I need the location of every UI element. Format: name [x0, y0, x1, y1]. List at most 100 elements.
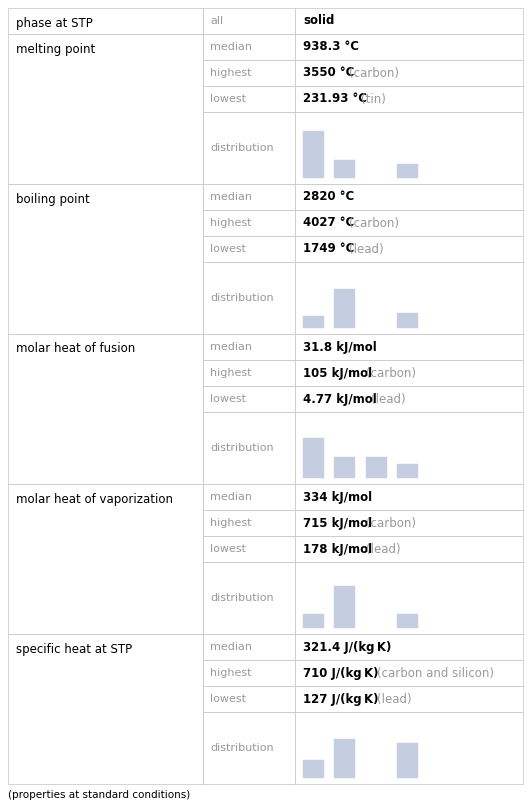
Text: highest: highest [210, 368, 252, 378]
Bar [295, 634, 523, 660]
Bar [295, 712, 523, 784]
Bar [295, 184, 523, 210]
Bar [295, 386, 523, 412]
Text: (lead): (lead) [366, 542, 400, 555]
Bar [203, 86, 295, 112]
Text: distribution: distribution [210, 443, 273, 453]
Bar [397, 464, 418, 479]
Bar [295, 412, 523, 484]
Bar [295, 34, 523, 60]
Text: highest: highest [210, 518, 252, 528]
Bar [397, 743, 418, 778]
Bar [335, 289, 355, 328]
Text: highest: highest [210, 218, 252, 228]
Bar [295, 236, 523, 262]
Bar [335, 457, 355, 479]
Bar [8, 8, 203, 34]
Bar [397, 164, 418, 178]
Text: (properties at standard conditions): (properties at standard conditions) [8, 790, 190, 800]
Bar [295, 562, 523, 634]
Text: (carbon): (carbon) [349, 216, 399, 229]
Text: 710 J/(kg K): 710 J/(kg K) [303, 667, 379, 679]
Text: lowest: lowest [210, 544, 246, 554]
Bar [335, 161, 355, 178]
Text: median: median [210, 642, 252, 652]
Text: solid: solid [303, 15, 335, 27]
Bar [8, 34, 203, 184]
Text: 2820 °C: 2820 °C [303, 190, 354, 203]
Bar [8, 334, 203, 484]
Text: median: median [210, 342, 252, 352]
Bar [295, 660, 523, 686]
Text: 231.93 °C: 231.93 °C [303, 93, 367, 106]
Bar [295, 86, 523, 112]
Text: boiling point: boiling point [16, 193, 90, 206]
Bar [203, 484, 295, 510]
Text: median: median [210, 192, 252, 202]
Bar [203, 536, 295, 562]
Bar [203, 262, 295, 334]
Text: (carbon and silicon): (carbon and silicon) [377, 667, 494, 679]
Bar [203, 334, 295, 360]
Bar [366, 457, 387, 479]
Text: lowest: lowest [210, 394, 246, 404]
Text: 31.8 kJ/mol: 31.8 kJ/mol [303, 341, 377, 353]
Bar [203, 634, 295, 660]
Text: molar heat of vaporization: molar heat of vaporization [16, 492, 173, 505]
Text: lowest: lowest [210, 244, 246, 254]
Text: lowest: lowest [210, 694, 246, 704]
Text: (lead): (lead) [377, 692, 412, 705]
Bar [397, 312, 418, 328]
Text: 321.4 J/(kg K): 321.4 J/(kg K) [303, 641, 391, 654]
Text: 938.3 °C: 938.3 °C [303, 40, 359, 53]
Bar [203, 562, 295, 634]
Text: 3550 °C: 3550 °C [303, 66, 354, 80]
Text: distribution: distribution [210, 743, 273, 753]
Bar [335, 586, 355, 628]
Bar [303, 438, 324, 479]
Bar [397, 614, 418, 628]
Bar [203, 236, 295, 262]
Bar [203, 60, 295, 86]
Text: 4.77 kJ/mol: 4.77 kJ/mol [303, 392, 377, 405]
Text: melting point: melting point [16, 43, 95, 56]
Bar [295, 536, 523, 562]
Text: 1749 °C: 1749 °C [303, 242, 354, 256]
Bar [8, 184, 203, 334]
Text: phase at STP: phase at STP [16, 16, 93, 30]
Text: highest: highest [210, 668, 252, 678]
Text: (lead): (lead) [349, 242, 384, 256]
Text: median: median [210, 492, 252, 502]
Bar [295, 8, 523, 34]
Bar [303, 316, 324, 328]
Bar [295, 60, 523, 86]
Bar [8, 484, 203, 634]
Text: distribution: distribution [210, 143, 273, 153]
Text: specific heat at STP: specific heat at STP [16, 642, 132, 655]
Bar [295, 112, 523, 184]
Bar [203, 686, 295, 712]
Bar [295, 262, 523, 334]
Bar [203, 360, 295, 386]
Text: (tin): (tin) [361, 93, 386, 106]
Text: lowest: lowest [210, 94, 246, 104]
Bar [203, 660, 295, 686]
Bar [303, 131, 324, 178]
Text: (carbon): (carbon) [366, 366, 416, 379]
Bar [295, 510, 523, 536]
Bar [203, 112, 295, 184]
Bar [203, 210, 295, 236]
Text: highest: highest [210, 68, 252, 78]
Text: 178 kJ/mol: 178 kJ/mol [303, 542, 372, 555]
Text: (lead): (lead) [372, 392, 406, 405]
Bar [295, 686, 523, 712]
Text: 334 kJ/mol: 334 kJ/mol [303, 491, 372, 504]
Text: all: all [210, 16, 223, 26]
Text: (carbon): (carbon) [349, 66, 399, 80]
Bar [295, 334, 523, 360]
Bar [335, 739, 355, 778]
Text: median: median [210, 42, 252, 52]
Text: distribution: distribution [210, 593, 273, 603]
Bar [303, 760, 324, 778]
Text: 127 J/(kg K): 127 J/(kg K) [303, 692, 379, 705]
